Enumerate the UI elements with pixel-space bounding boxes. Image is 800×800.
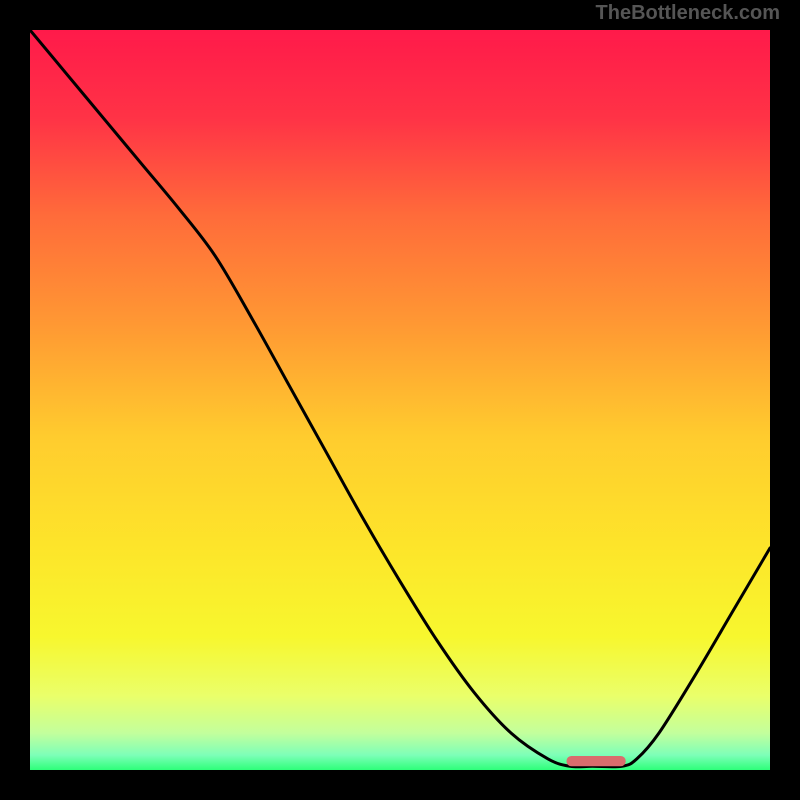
chart-marker: [567, 756, 626, 766]
watermark-text: TheBottleneck.com: [596, 2, 780, 25]
chart-background: [30, 30, 770, 770]
chart-svg: [30, 30, 770, 770]
chart-plot-area: [30, 30, 770, 770]
